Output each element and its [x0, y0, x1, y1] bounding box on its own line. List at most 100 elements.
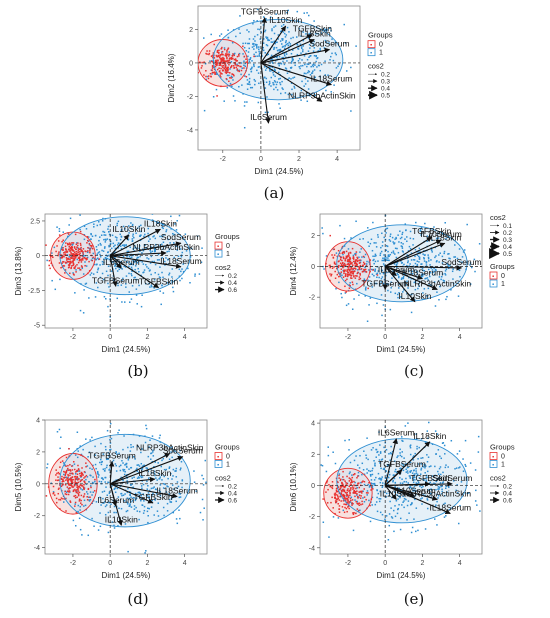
point-group-1	[136, 303, 138, 305]
point-group-1	[394, 238, 396, 240]
point-group-1	[275, 41, 277, 43]
point-group-0	[352, 272, 354, 274]
point-group-1	[273, 80, 276, 82]
legend-cos2-label: 0.4	[381, 86, 390, 93]
point-group-0	[367, 492, 369, 494]
point-group-1	[126, 509, 129, 512]
point-group-0	[60, 478, 63, 480]
point-group-1	[466, 492, 469, 495]
point-group-0	[336, 494, 339, 496]
point-group-0	[341, 262, 344, 265]
point-group-1	[127, 225, 130, 227]
point-group-1	[304, 77, 307, 80]
point-group-1	[99, 276, 102, 279]
point-group-1	[309, 55, 311, 57]
point-group-1	[276, 41, 278, 44]
point-group-0	[365, 492, 368, 494]
point-group-1	[444, 487, 447, 490]
point-group-0	[210, 75, 212, 78]
point-group-1	[371, 286, 374, 288]
point-group-0	[69, 474, 71, 477]
point-group-0	[74, 233, 77, 236]
point-group-1	[306, 63, 309, 65]
point-group-0	[65, 248, 67, 250]
point-group-1	[420, 263, 422, 265]
point-group-1	[270, 54, 273, 57]
point-group-0	[352, 260, 355, 263]
point-group-1	[231, 76, 234, 79]
point-group-1	[85, 478, 87, 481]
point-group-1	[147, 521, 149, 524]
point-group-1	[414, 498, 416, 501]
point-group-1	[439, 482, 442, 484]
point-group-1	[91, 436, 93, 439]
point-group-1	[315, 33, 317, 35]
point-group-1	[400, 436, 403, 438]
point-group-1	[99, 236, 101, 238]
point-group-0	[205, 52, 207, 55]
point-group-1	[283, 32, 286, 35]
point-group-0	[215, 71, 217, 74]
variable-label: NLRP3bActinSkin	[136, 443, 204, 453]
point-group-1	[308, 70, 311, 73]
point-group-1	[369, 484, 371, 487]
point-group-1	[144, 244, 146, 246]
point-group-0	[345, 499, 347, 501]
point-group-1	[420, 467, 423, 470]
point-group-1	[138, 435, 141, 437]
point-group-1	[305, 52, 307, 55]
point-group-1	[153, 472, 156, 475]
point-group-1	[267, 38, 269, 41]
point-group-1	[287, 93, 290, 96]
point-group-0	[72, 486, 75, 488]
point-group-0	[230, 65, 233, 68]
x-tick-label: 4	[183, 560, 187, 567]
point-group-1	[97, 286, 99, 289]
point-group-1	[290, 78, 292, 80]
point-group-1	[443, 281, 445, 284]
point-group-1	[120, 230, 123, 232]
point-group-1	[265, 77, 268, 80]
point-group-0	[77, 242, 79, 244]
point-group-1	[100, 234, 103, 236]
point-group-1	[425, 476, 428, 479]
point-group-1	[285, 53, 288, 55]
point-group-0	[226, 56, 228, 59]
point-group-0	[61, 240, 63, 243]
point-group-1	[248, 77, 251, 80]
point-group-1	[99, 242, 102, 245]
point-group-0	[358, 486, 361, 489]
point-group-1	[283, 54, 286, 57]
point-group-1	[338, 63, 340, 65]
point-group-0	[227, 47, 230, 49]
points-layer	[45, 212, 203, 318]
point-group-0	[81, 266, 83, 268]
point-group-0	[355, 259, 357, 261]
point-group-1	[444, 502, 446, 505]
point-group-0	[205, 70, 207, 72]
point-group-0	[236, 60, 239, 62]
point-group-1	[307, 63, 310, 65]
point-group-0	[358, 259, 360, 262]
point-group-1	[142, 248, 144, 250]
point-group-0	[333, 248, 336, 251]
point-group-1	[425, 262, 428, 264]
point-group-1	[178, 214, 181, 217]
point-group-0	[338, 260, 340, 262]
point-group-1	[111, 212, 113, 214]
point-group-1	[107, 254, 110, 257]
point-group-1	[415, 221, 417, 224]
point-group-0	[78, 267, 81, 269]
point-group-1	[415, 433, 417, 435]
point-group-1	[383, 254, 385, 256]
point-group-0	[347, 253, 350, 256]
point-group-1	[147, 258, 150, 260]
point-group-0	[331, 487, 334, 490]
point-group-1	[236, 69, 238, 71]
point-group-1	[419, 228, 422, 230]
point-group-1	[393, 474, 395, 476]
point-group-1	[371, 504, 373, 506]
point-group-1	[249, 57, 252, 59]
point-group-1	[124, 266, 127, 268]
point-group-1	[301, 80, 303, 83]
